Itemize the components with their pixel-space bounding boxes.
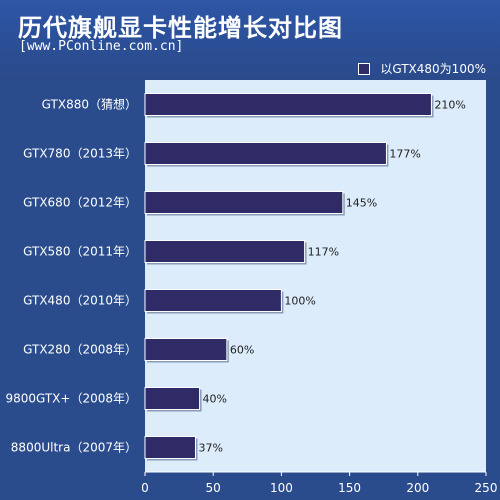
category-label: GTX880（猜想） — [42, 97, 137, 112]
bar — [144, 191, 344, 214]
x-tick-label: 0 — [141, 481, 149, 495]
category-label: GTX680（2012年） — [23, 196, 137, 210]
bar — [144, 436, 196, 459]
bar — [144, 289, 282, 312]
x-tick-label: 50 — [206, 481, 221, 495]
x-tick-label: 250 — [475, 481, 498, 495]
legend-swatch — [358, 62, 371, 75]
chart-header — [0, 0, 500, 80]
category-label: 9800GTX+（2008年） — [5, 392, 137, 406]
plot-area — [145, 80, 486, 472]
value-label: 40% — [203, 393, 227, 406]
value-label: 210% — [434, 99, 465, 112]
x-tick-label: 100 — [270, 481, 293, 495]
category-label: GTX780（2013年） — [23, 147, 137, 161]
value-label: 117% — [308, 246, 339, 259]
value-label: 145% — [346, 197, 377, 210]
x-tick-label: 150 — [338, 481, 361, 495]
value-label: 37% — [198, 442, 222, 455]
value-label: 60% — [230, 344, 254, 357]
bar — [144, 93, 432, 116]
bar — [144, 240, 306, 263]
legend-label: 以GTX480为100% — [380, 62, 486, 76]
bar — [144, 142, 387, 165]
bar — [144, 387, 201, 410]
value-label: 100% — [284, 295, 315, 308]
x-tick-label: 200 — [406, 481, 429, 495]
bar — [144, 338, 228, 361]
category-label: 8800Ultra（2007年） — [11, 441, 137, 455]
chart-title: 历代旗舰显卡性能增长对比图 — [18, 14, 343, 42]
legend: 以GTX480为100% — [358, 60, 486, 77]
category-label: GTX580（2011年） — [23, 245, 137, 259]
category-label: GTX280（2008年） — [23, 343, 137, 357]
category-label: GTX480（2010年） — [23, 294, 137, 308]
chart-subtitle: [www.PConline.com.cn] — [19, 39, 184, 54]
value-label: 177% — [389, 148, 420, 161]
